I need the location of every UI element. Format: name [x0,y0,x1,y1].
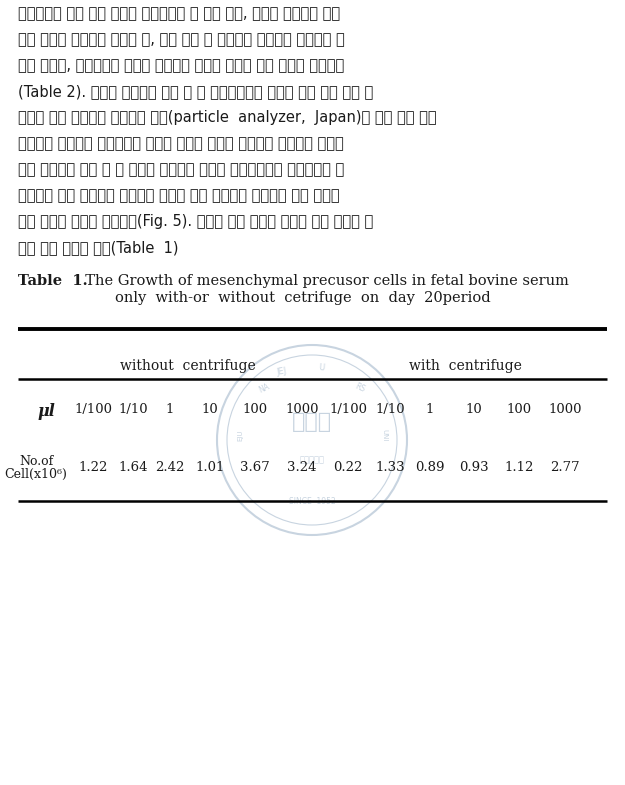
Text: 0.22: 0.22 [333,461,362,474]
Text: RS: RS [354,382,366,394]
Text: 1.33: 1.33 [375,461,405,474]
Text: 100: 100 [506,403,531,416]
Text: JEJ: JEJ [276,367,288,378]
Text: 포들에 의해 세포수를 측정하는 기계(particle  analyzer,  Japan)에 다른 여러 가지: 포들에 의해 세포수를 측정하는 기계(particle analyzer, J… [18,110,437,125]
Text: 1000: 1000 [285,403,319,416]
Text: 제주대: 제주대 [292,412,332,432]
Text: No.of: No.of [19,455,53,468]
Text: 높게 측정된 것으로 생각된다(Fig. 5). 이상과 같은 방법을 통하여 얻은 결과를 정: 높게 측정된 것으로 생각된다(Fig. 5). 이상과 같은 방법을 통하여 … [18,214,373,229]
Text: 100: 100 [242,403,268,416]
Text: NA: NA [257,382,271,394]
Text: 배양 사진에서 보면 알 수 있듯이 원심분리 전에는 골수기원세포 사이사이에 지: 배양 사진에서 보면 알 수 있듯이 원심분리 전에는 골수기원세포 사이사이에… [18,162,344,177]
Text: 원심분리를 하지 않은 경우나 원심분리를 한 경우 모두, 혁청을 쳊가했을 때에: 원심분리를 하지 않은 경우나 원심분리를 한 경우 모두, 혁청을 쳊가했을 … [18,6,340,21]
Text: 2.77: 2.77 [550,461,580,474]
Text: 1.22: 1.22 [78,461,108,474]
Text: 리한 표는 다음과 같다(Table  1): 리한 표는 다음과 같다(Table 1) [18,240,179,255]
Text: 10: 10 [202,403,218,416]
Text: without  centrifuge: without centrifuge [120,359,256,373]
Text: 1: 1 [166,403,174,416]
Text: 1.12: 1.12 [504,461,534,474]
Text: SINCE  1952: SINCE 1952 [289,498,336,506]
Text: 0.89: 0.89 [415,461,445,474]
Text: Cell(x10⁶): Cell(x10⁶) [4,468,68,481]
Text: 1/100: 1/100 [74,403,112,416]
Text: 방세포나 다른 세포들이 존재하고 이들에 의해 세포수가 원심분리 했을 때보다: 방세포나 다른 세포들이 존재하고 이들에 의해 세포수가 원심분리 했을 때보… [18,188,339,203]
Text: μl: μl [37,403,55,420]
Text: EJU: EJU [237,429,243,440]
Text: 1: 1 [426,403,434,416]
Text: 2.42: 2.42 [155,461,185,474]
Text: only  with-or  without  cetrifuge  on  day  20period: only with-or without cetrifuge on day 20… [78,291,491,305]
Text: 세포들이 포함되어 측정되었기 때문에 이러한 차이를 보인다고 생각되며 이들의: 세포들이 포함되어 측정되었기 때문에 이러한 차이를 보인다고 생각되며 이들… [18,136,344,151]
Text: with  centrifuge: with centrifuge [409,359,521,373]
Text: 1.64: 1.64 [118,461,148,474]
Text: 1/100: 1/100 [329,403,367,416]
Text: 3.24: 3.24 [288,461,317,474]
Text: 3.67: 3.67 [240,461,270,474]
Text: UNI: UNI [381,429,387,441]
Text: 1000: 1000 [548,403,582,416]
Text: 비해 혁청을 쳊가하지 않았을 때, 관절 액을 각 용량별로 세포수가 증가하는 경: 비해 혁청을 쳊가하지 않았을 때, 관절 액을 각 용량별로 세포수가 증가하… [18,32,345,47]
Text: 0.93: 0.93 [459,461,489,474]
Text: U: U [319,363,326,373]
Text: 1.01: 1.01 [195,461,225,474]
Text: (Table 2). 이러한 이유로는 관절 액 을 원심분리하기 전에는 다른 여러 가지 세: (Table 2). 이러한 이유로는 관절 액 을 원심분리하기 전에는 다른… [18,84,373,99]
Text: 국립대학교: 국립대학교 [299,455,324,465]
Text: 1/10: 1/10 [375,403,405,416]
Text: 1/10: 1/10 [118,403,148,416]
Text: 10: 10 [466,403,482,416]
Text: The Growth of mesenchymal precusor cells in fetal bovine serum: The Growth of mesenchymal precusor cells… [76,274,569,288]
Text: Table  1.: Table 1. [18,274,88,288]
Text: 향은 있으나, 통계적으로 유의한 수준으로 증가한 경우는 없는 것으로 나타났다: 향은 있으나, 통계적으로 유의한 수준으로 증가한 경우는 없는 것으로 나타… [18,58,344,73]
